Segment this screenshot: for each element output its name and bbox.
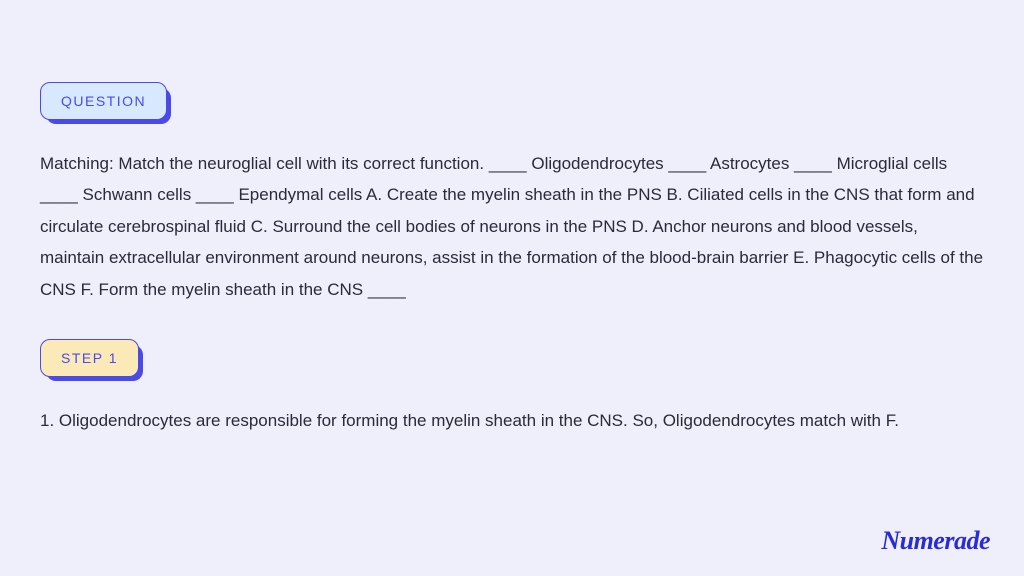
main-content: QUESTION Matching: Match the neuroglial …: [0, 0, 1024, 437]
brand-logo: Numerade: [881, 526, 990, 556]
question-badge: QUESTION: [40, 82, 167, 120]
question-text: Matching: Match the neuroglial cell with…: [40, 148, 984, 305]
question-badge-label: QUESTION: [61, 93, 146, 109]
step-badge-label: STEP 1: [61, 350, 118, 366]
step-text: 1. Oligodendrocytes are responsible for …: [40, 405, 984, 436]
step-badge: STEP 1: [40, 339, 139, 377]
